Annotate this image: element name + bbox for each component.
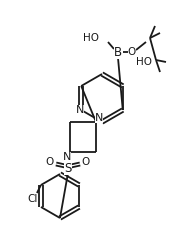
Text: O: O — [82, 157, 90, 167]
Text: N: N — [95, 113, 103, 123]
Text: N: N — [63, 152, 71, 162]
Text: S: S — [64, 161, 72, 175]
Text: O: O — [128, 47, 136, 57]
Text: Cl: Cl — [28, 194, 38, 204]
Text: N: N — [76, 105, 84, 115]
Text: B: B — [114, 45, 122, 59]
Text: O: O — [46, 157, 54, 167]
Text: HO: HO — [136, 57, 152, 67]
Text: HO: HO — [83, 33, 99, 43]
